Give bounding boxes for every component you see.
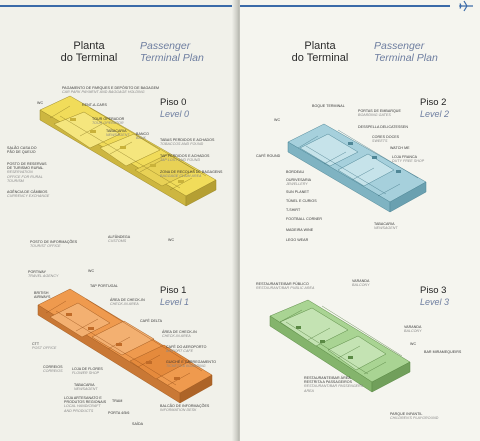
label-l3-varanda: VARANDA BALCONY bbox=[352, 279, 370, 288]
label-l0-tour: TOUR OPERADOR TOUR OPERATOR bbox=[92, 117, 125, 126]
label-l1-guiche: GUICHÉ E CARREGAMENTO TICKETS & BOARDING bbox=[166, 360, 217, 369]
label-l0-posto: POSTO DE RESERVAS DE TURISMO RURAL RESERV… bbox=[7, 162, 47, 183]
level3-subtitle: Level 3 bbox=[420, 297, 450, 307]
level1-floorplan bbox=[37, 288, 213, 404]
level0-floorplan bbox=[39, 95, 217, 207]
label-l0-parking: PAGAMENTO DE PARQUES E DEPÓSITO DE BAGAG… bbox=[62, 86, 160, 95]
label-l2-bordeau: BORDEAU bbox=[286, 170, 305, 174]
top-rule-left bbox=[0, 5, 236, 7]
label-l3-wc: WC bbox=[410, 342, 417, 346]
label-l2-loja-franca: LOJA FRANCA DUTY FREE SHOP bbox=[392, 155, 425, 164]
label-l2-watch: WATCH ME bbox=[390, 146, 410, 150]
label-l3-restaurante: RESTAURANTE/BAR PÚBLICO RESTAURANT/BAR PU… bbox=[256, 282, 315, 291]
label-l3-parque: PARQUE INFANTIL CHILDREN'S PLAYGROUND bbox=[390, 412, 439, 421]
title-pt-right-line2: do Terminal bbox=[291, 52, 349, 64]
right-page: Planta do Terminal Passenger Terminal Pl… bbox=[240, 0, 480, 441]
level3-floorplan bbox=[269, 299, 411, 393]
level3-title: Piso 3 bbox=[420, 285, 447, 296]
title-pt-right: Planta do Terminal bbox=[285, 40, 355, 64]
level2-subtitle: Level 2 bbox=[420, 109, 450, 119]
left-page: Planta do Terminal Passenger Terminal Pl… bbox=[0, 0, 236, 441]
label-l0-banco: BANCO BANK bbox=[136, 132, 150, 141]
title-pt-line1: Planta bbox=[73, 40, 105, 52]
label-l2-tshirt: T-SHIRT bbox=[286, 208, 301, 212]
label-l1-flores: LOJA DE FLORES FLOWER SHOP bbox=[72, 367, 103, 376]
label-l1-balcao: BALCÃO DE INFORMAÇÕES INFORMATION DESK bbox=[160, 404, 210, 413]
label-l1-british: BRITISH AIRWAYS bbox=[34, 291, 51, 300]
label-l2-cores: CORES DOCES SWEETS bbox=[372, 135, 400, 144]
title-en-left: Passenger Terminal Plan bbox=[140, 40, 230, 64]
label-l1-cafe-aeroporto: CAFÉ DO AEROPORTO AIRPORT CAFE bbox=[166, 345, 207, 354]
label-l0-info: POSTO DE INFORMAÇÕES TOURIST OFFICE bbox=[30, 240, 78, 249]
label-l1-porta: PORTA 4/5/6 bbox=[108, 411, 130, 415]
level2-title: Piso 2 bbox=[420, 97, 447, 108]
top-rule-right bbox=[240, 5, 450, 7]
label-l1-ctt: CTT POST OFFICE bbox=[32, 342, 57, 351]
label-l0-tap: TAP PERDIDOS E ACHADOS TAP LOST AND FOUND bbox=[160, 154, 210, 163]
label-l1-tabacaria: TABACARIA NEWSAGENT bbox=[74, 383, 98, 392]
level0-subtitle: Level 0 bbox=[160, 109, 190, 119]
label-l2-madeira: MADEIRA WINE bbox=[286, 228, 314, 232]
label-l1-cafe-delta: CAFÉ DELTA bbox=[140, 319, 163, 323]
label-l1-checkin: ÁREA DE CHECK-IN CHECK-IN AREA bbox=[110, 298, 145, 307]
label-l0-zona: ZONA DE RECOLHA DE BAGAGENS BAGGAGE CLAIM… bbox=[160, 170, 223, 179]
label-l0-tabacaria: TABACARIA NEWSAGENT bbox=[106, 129, 130, 138]
title-en-line2: Terminal Plan bbox=[140, 52, 204, 64]
label-l1-tap: TAP PORTUGAL bbox=[90, 284, 118, 288]
label-l2-tunel: TÚNEL E CURIOS bbox=[286, 199, 317, 203]
label-l2-tabacaria: TABACARIA NEWSAGENT bbox=[374, 222, 398, 231]
label-l0-tabacos: TABAS PERDIDOS E ACHADOS TOBACCOS AND FOU… bbox=[160, 138, 215, 147]
label-l2-boque: BOQUE TERMINAL bbox=[312, 104, 345, 108]
label-l2-cafe: CAFÉ ROUND bbox=[256, 154, 281, 158]
label-l1-artesanato: LOJA ARTESANATO E PRODUTOS REGIONAIS LOCA… bbox=[64, 396, 107, 413]
title-pt-left: Planta do Terminal bbox=[54, 40, 124, 64]
airplane-icon bbox=[459, 0, 473, 12]
label-l2-portas: PORTAS DE EMBARQUE BOARDING GATES bbox=[358, 109, 401, 118]
label-l2-deli: DESSPELLA DELICATESSEN bbox=[358, 125, 408, 129]
label-l2-lego: LEGO WEAR bbox=[286, 238, 309, 242]
label-l0-rentacar: RENT-A-CARS bbox=[82, 103, 107, 107]
label-l3-bar: BAR MIRAMEQUEIRS bbox=[424, 350, 462, 354]
title-pt-right-line1: Planta bbox=[304, 40, 336, 52]
label-l0-wc2: WC bbox=[168, 238, 175, 242]
label-l3-varanda2: VARANDA BALCONY bbox=[404, 325, 422, 334]
label-l1-portway: PORTWAY TRAVEL AGENCY bbox=[28, 270, 59, 279]
label-l2-wc: WC bbox=[274, 118, 281, 122]
level2-floorplan bbox=[287, 123, 427, 213]
label-l0-wc: WC bbox=[37, 101, 44, 105]
level0-title: Piso 0 bbox=[160, 97, 187, 108]
level1-subtitle: Level 1 bbox=[160, 297, 190, 307]
title-pt-line2: do Terminal bbox=[60, 52, 118, 64]
label-l0-alfandega: ALFÂNDEGA CUSTOMS bbox=[108, 235, 131, 244]
label-l1-checkin2: ÁREA DE CHECK-IN CHECK-IN AREA bbox=[162, 330, 197, 339]
label-l2-ourivesaria: OURIVESARIA JEWELLERY bbox=[286, 178, 312, 187]
label-l1-wc: WC bbox=[88, 269, 95, 273]
label-l1-tram: TRAM bbox=[112, 399, 123, 403]
label-l1-saida: SAÍDA bbox=[132, 422, 144, 426]
label-l3-rest-area: RESTAURANTE/BAR ÁREA RESTRITA A PASSAGEI… bbox=[304, 376, 364, 393]
label-l2-sunplanet: SUN PLANET bbox=[286, 190, 310, 194]
label-l0-agencia: AGÊNCIA DE CÂMBIOS CURRENCY EXCHANGE bbox=[7, 190, 50, 199]
title-en-line1: Passenger bbox=[140, 40, 191, 52]
title-en-right: Passenger Terminal Plan bbox=[374, 40, 464, 64]
label-l1-correios: CORREIOS CORREIOS bbox=[43, 365, 63, 374]
label-l0-casa: SALÃO CASA DO PÃO DE QUEIJO bbox=[7, 146, 37, 155]
title-en-right-line1: Passenger bbox=[374, 40, 425, 52]
title-en-right-line2: Terminal Plan bbox=[374, 52, 438, 64]
level1-title: Piso 1 bbox=[160, 285, 187, 296]
label-l2-football: FOOTBALL CORNER bbox=[286, 217, 322, 221]
